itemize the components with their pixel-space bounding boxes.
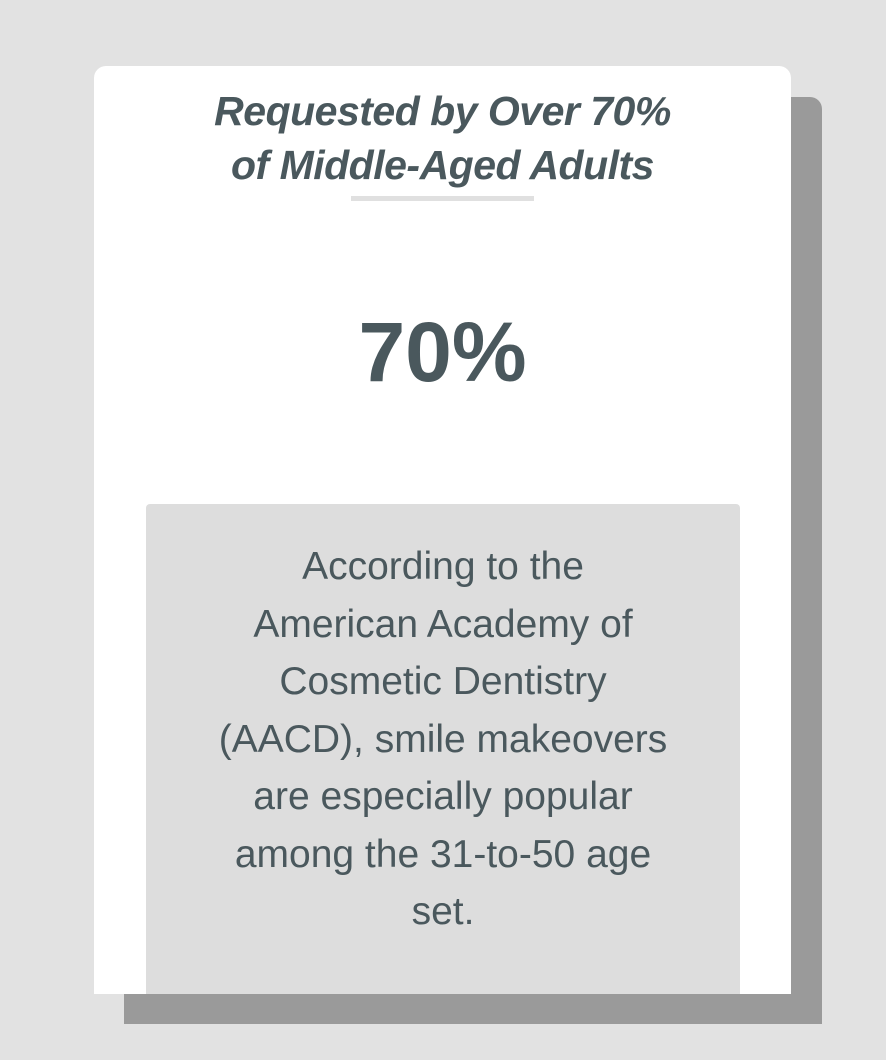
description-line: Cosmetic Dentistry bbox=[279, 660, 607, 703]
card-title-line: of Middle-Aged Adults bbox=[231, 142, 654, 188]
description-line: among the 31-to-50 age bbox=[234, 832, 652, 876]
description-box: According to the American Academy of Cos… bbox=[146, 504, 740, 994]
card-title-line: Requested by Over 70% bbox=[214, 88, 671, 134]
description-line: are especially popular bbox=[253, 775, 633, 818]
description-line: (AACD), smile makeovers bbox=[218, 717, 668, 761]
stat-value: 70% bbox=[358, 305, 527, 399]
stat-card: Requested by Over 70% of Middle-Aged Adu… bbox=[94, 66, 791, 994]
title-underline-divider bbox=[351, 196, 534, 201]
description-line: set. bbox=[411, 890, 475, 933]
card-title: Requested by Over 70% of Middle-Aged Adu… bbox=[94, 84, 791, 192]
description-text: According to the American Academy of Cos… bbox=[146, 538, 740, 941]
description-line: According to the bbox=[302, 545, 584, 588]
description-line: American Academy of bbox=[253, 602, 633, 646]
